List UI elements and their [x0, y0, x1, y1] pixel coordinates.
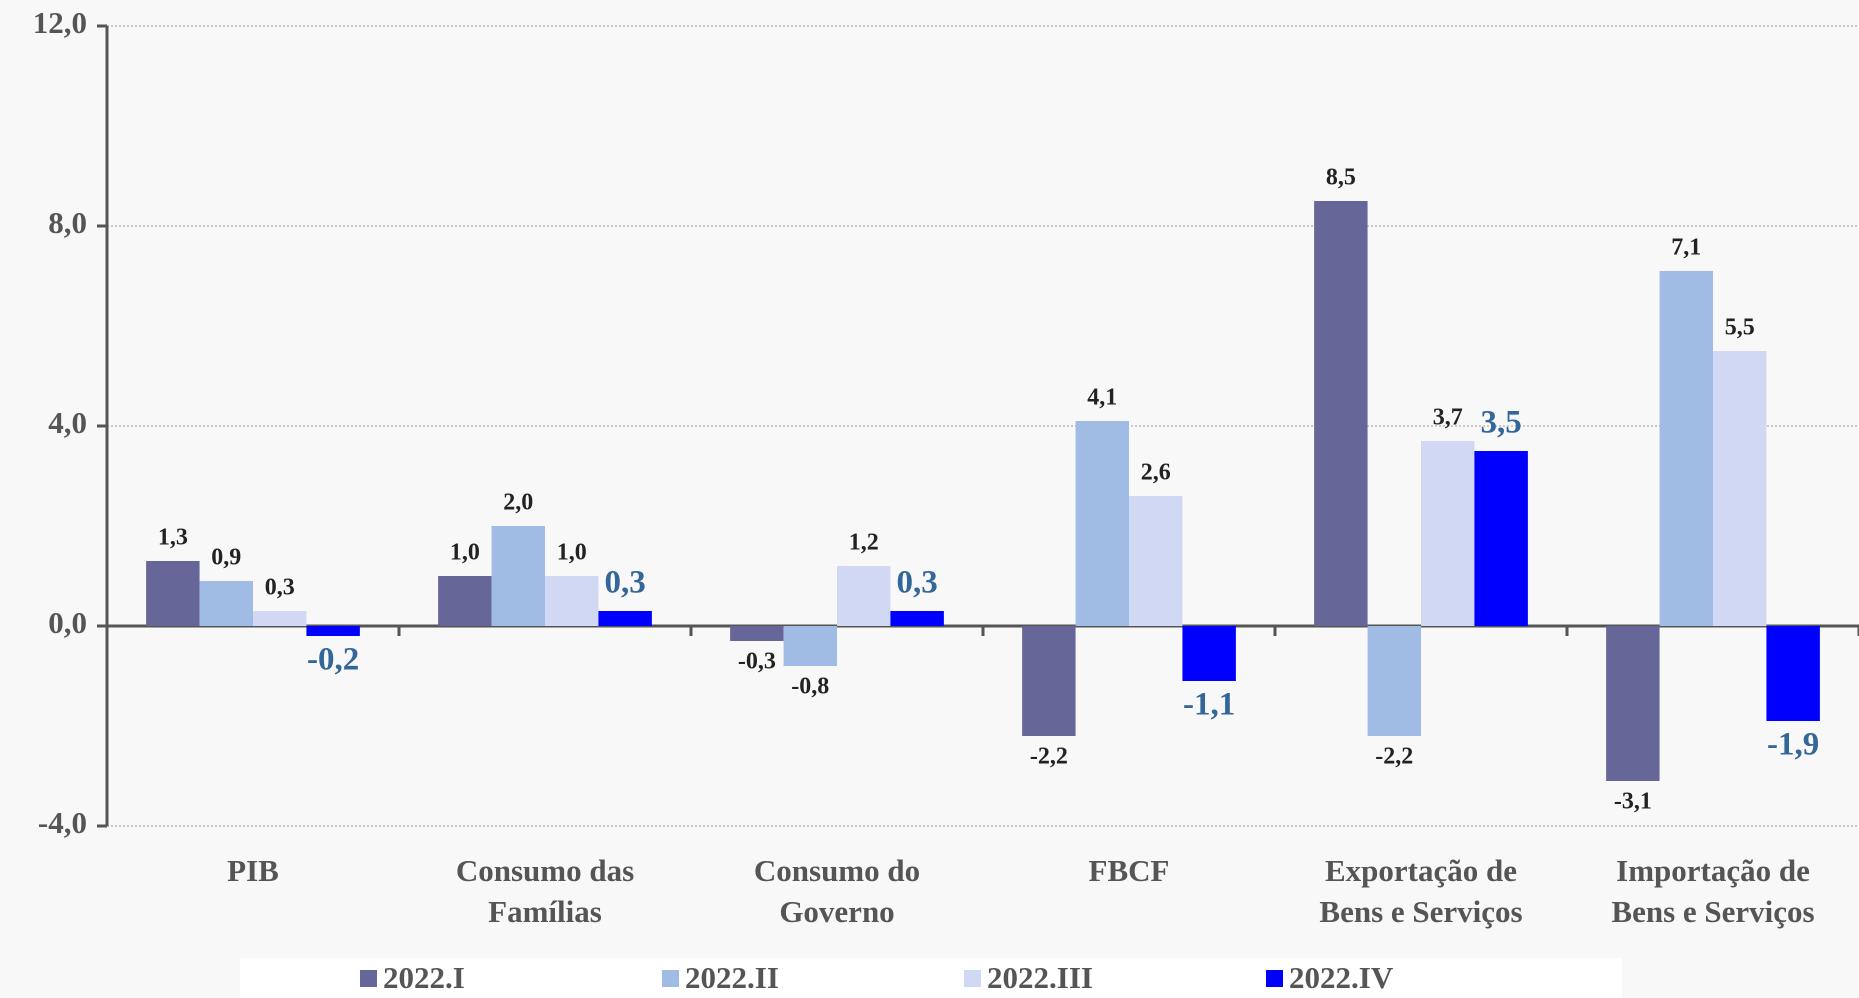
data-label: 8,5	[1326, 165, 1356, 191]
legend-swatch	[964, 969, 981, 987]
bar	[146, 561, 200, 626]
legend-item: 2022.II	[662, 958, 779, 998]
bar	[1367, 626, 1421, 736]
bar	[1314, 201, 1368, 626]
bar	[1129, 496, 1183, 626]
data-label: -1,9	[1767, 727, 1819, 763]
legend-item: 2022.III	[964, 958, 1093, 998]
data-label: 0,3	[897, 565, 938, 601]
data-label: 5,5	[1725, 315, 1755, 341]
legend-label: 2022.I	[383, 960, 465, 995]
data-label: 0,3	[265, 575, 295, 601]
data-label: -2,2	[1375, 744, 1413, 770]
y-tick-label: 0,0	[48, 605, 87, 640]
y-tick-label: -4,0	[38, 805, 87, 840]
bar	[491, 526, 545, 626]
bar	[306, 626, 360, 636]
data-label: 2,6	[1141, 460, 1171, 486]
data-label: 1,2	[849, 530, 879, 556]
data-label: -3,1	[1614, 789, 1652, 815]
legend-swatch	[360, 969, 377, 987]
data-label: 1,0	[450, 540, 480, 566]
bar	[730, 626, 784, 641]
y-tick-label: 12,0	[33, 5, 87, 40]
x-tick-label: FBCF	[1088, 853, 1170, 888]
data-label: -0,3	[738, 649, 776, 675]
data-label: 3,7	[1433, 405, 1463, 431]
data-label: 1,3	[158, 525, 188, 551]
bar	[1022, 626, 1076, 736]
bar	[783, 626, 837, 666]
bar	[1659, 271, 1713, 626]
data-label: 7,1	[1671, 235, 1701, 261]
x-tick-label: PIB	[227, 853, 279, 888]
legend-item: 2022.I	[360, 958, 465, 998]
data-label: 2,0	[503, 490, 533, 516]
legend-label: 2022.II	[685, 960, 779, 995]
bar	[890, 611, 944, 626]
data-label: 1,0	[557, 540, 587, 566]
y-tick-label: 8,0	[48, 205, 87, 240]
x-tick-label: Exportação de Bens e Serviços	[1319, 853, 1523, 929]
data-label: 0,9	[211, 545, 241, 571]
bar	[1421, 441, 1475, 626]
bar	[545, 576, 599, 626]
bar	[1075, 421, 1129, 626]
x-tick-label: Consumo das Famílias	[455, 853, 635, 929]
data-label: 3,5	[1481, 405, 1522, 441]
data-label: -0,8	[791, 674, 829, 700]
bar	[1766, 626, 1820, 721]
data-label: 0,3	[605, 565, 646, 601]
legend-swatch	[662, 969, 679, 987]
bar	[1606, 626, 1660, 781]
legend-label: 2022.III	[987, 960, 1093, 995]
bar	[1474, 451, 1528, 626]
bar	[1713, 351, 1767, 626]
bar	[199, 581, 253, 626]
legend-swatch	[1266, 969, 1283, 987]
y-tick-label: 4,0	[48, 405, 87, 440]
data-label: -1,1	[1183, 687, 1235, 723]
legend-item: 2022.IV	[1266, 958, 1393, 998]
legend-label: 2022.IV	[1289, 960, 1394, 995]
data-label: -2,2	[1030, 744, 1068, 770]
legend: 2022.I 2022.II 2022.III 2022.IV	[240, 958, 1622, 998]
bar	[438, 576, 492, 626]
bar	[1182, 626, 1236, 681]
data-label: -0,2	[307, 642, 359, 678]
bar	[837, 566, 891, 626]
x-tick-label: Importação de Bens e Serviços	[1611, 853, 1815, 929]
x-tick-label: Consumo do Governo	[753, 853, 921, 929]
bar	[598, 611, 652, 626]
bar	[253, 611, 307, 626]
data-label: 4,1	[1087, 385, 1117, 411]
